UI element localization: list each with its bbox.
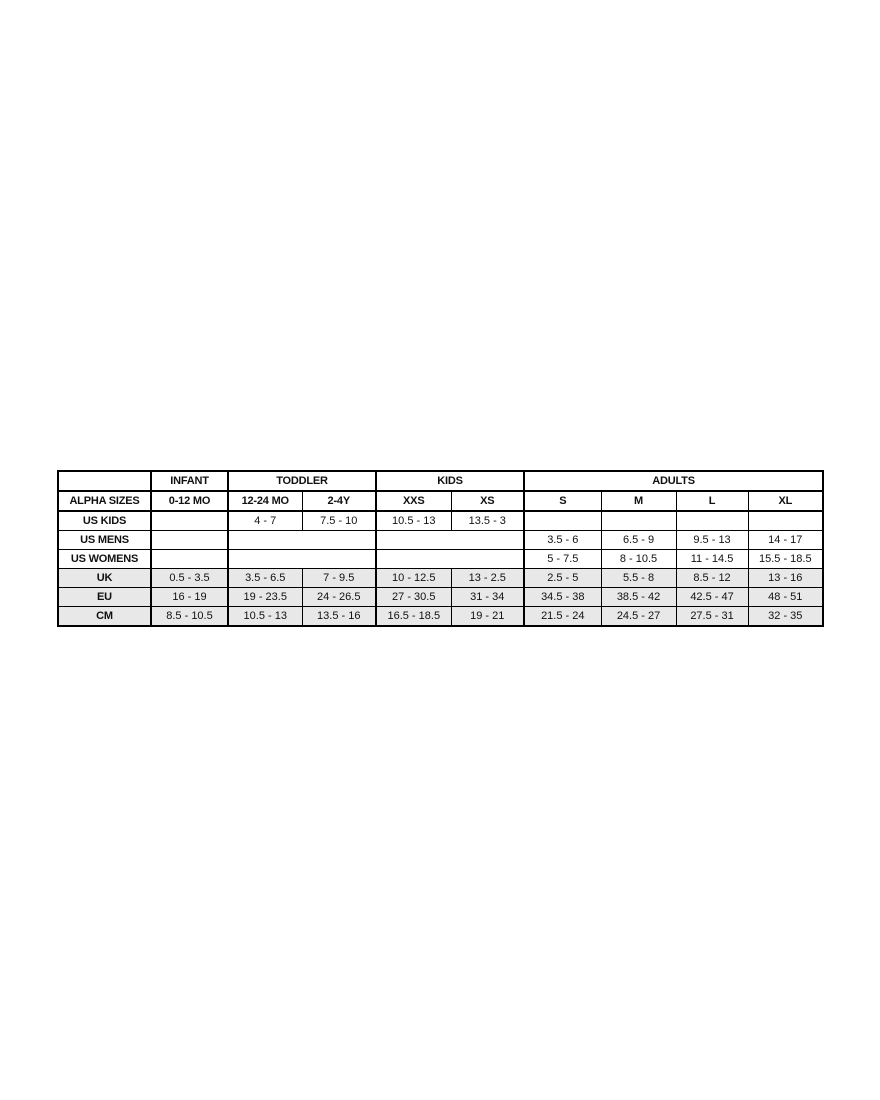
- row-label: CM: [57, 606, 152, 627]
- data-cell: 38.5 - 42: [600, 587, 677, 607]
- data-cell: 19 - 21: [450, 606, 525, 627]
- column-header-cell: 12-24 MO: [227, 490, 303, 512]
- column-header-cell: L: [675, 490, 749, 512]
- data-cell: 8.5 - 10.5: [150, 606, 229, 627]
- data-cell: [226, 530, 377, 550]
- column-header-cell: 2-4Y: [301, 490, 377, 512]
- column-header-row: ALPHA SIZES 0-12 MO 12-24 MO 2-4Y XXS XS S M L XL: [57, 490, 824, 512]
- data-cell: 7.5 - 10: [301, 510, 377, 531]
- group-header-cell: TODDLER: [226, 470, 377, 492]
- data-cell: [150, 549, 229, 569]
- column-header-cell: XXS: [375, 490, 452, 512]
- data-cell: 2.5 - 5: [523, 568, 602, 588]
- data-cell: [150, 510, 229, 531]
- group-header-cell: KIDS: [375, 470, 525, 492]
- column-header-cell: ALPHA SIZES: [57, 490, 152, 512]
- data-cell: 11 - 14.5: [675, 549, 749, 569]
- data-cell: 19 - 23.5: [227, 587, 303, 607]
- table-row: US WOMENS 5 - 7.5 8 - 10.5 11 - 14.5 15.5 - …: [57, 549, 824, 569]
- data-cell: 4 - 7: [227, 510, 303, 531]
- group-header-cell: ADULTS: [523, 470, 824, 492]
- data-cell: [226, 549, 377, 569]
- data-cell: 16.5 - 18.5: [375, 606, 452, 627]
- data-cell: [150, 530, 229, 550]
- data-cell: [600, 510, 677, 531]
- data-cell: 15.5 - 18.5: [747, 549, 824, 569]
- row-label: UK: [57, 568, 152, 588]
- data-cell: 10 - 12.5: [375, 568, 452, 588]
- data-cell: [375, 549, 525, 569]
- data-cell: 0.5 - 3.5: [150, 568, 229, 588]
- data-cell: 21.5 - 24: [523, 606, 602, 627]
- data-cell: 13.5 - 3: [450, 510, 525, 531]
- table-row: CM 8.5 - 10.5 10.5 - 13 13.5 - 16 16.5 - 18.…: [57, 606, 824, 627]
- group-header-row: INFANT TODDLER KIDS ADULTS: [57, 470, 824, 492]
- data-cell: 14 - 17: [747, 530, 824, 550]
- column-header-cell: S: [523, 490, 602, 512]
- table-row: EU 16 - 19 19 - 23.5 24 - 26.5 27 - 30.5 31 -…: [57, 587, 824, 607]
- data-cell: 8 - 10.5: [600, 549, 677, 569]
- data-cell: 5.5 - 8: [600, 568, 677, 588]
- column-header-cell: M: [600, 490, 677, 512]
- table-row: US MENS 3.5 - 6 6.5 - 9 9.5 - 13 14 - 17: [57, 530, 824, 550]
- size-chart-table: INFANT TODDLER KIDS ADULTS ALPHA SIZES 0-12 M…: [57, 470, 825, 627]
- data-cell: 5 - 7.5: [523, 549, 602, 569]
- data-cell: 34.5 - 38: [523, 587, 602, 607]
- table-row: UK 0.5 - 3.5 3.5 - 6.5 7 - 9.5 10 - 12.5 13 -…: [57, 568, 824, 588]
- data-cell: 13 - 2.5: [450, 568, 525, 588]
- data-cell: 7 - 9.5: [301, 568, 377, 588]
- data-cell: 8.5 - 12: [675, 568, 749, 588]
- column-header-cell: XL: [747, 490, 824, 512]
- data-cell: 32 - 35: [747, 606, 824, 627]
- data-cell: 31 - 34: [450, 587, 525, 607]
- data-cell: 24.5 - 27: [600, 606, 677, 627]
- data-cell: [375, 530, 525, 550]
- table-row: US KIDS 4 - 7 7.5 - 10 10.5 - 13 13.5 - 3: [57, 510, 824, 531]
- data-cell: [523, 510, 602, 531]
- data-cell: [675, 510, 749, 531]
- data-cell: 10.5 - 13: [227, 606, 303, 627]
- data-cell: 13 - 16: [747, 568, 824, 588]
- data-cell: 3.5 - 6: [523, 530, 602, 550]
- data-cell: 10.5 - 13: [375, 510, 452, 531]
- data-cell: 27 - 30.5: [375, 587, 452, 607]
- data-cell: 24 - 26.5: [301, 587, 377, 607]
- row-label: US WOMENS: [57, 549, 152, 569]
- data-cell: 42.5 - 47: [675, 587, 749, 607]
- data-cell: 3.5 - 6.5: [227, 568, 303, 588]
- data-cell: 13.5 - 16: [301, 606, 377, 627]
- row-label: EU: [57, 587, 152, 607]
- column-header-cell: XS: [450, 490, 525, 512]
- data-cell: 48 - 51: [747, 587, 824, 607]
- row-label: US MENS: [57, 530, 152, 550]
- size-chart-body: US KIDS 4 - 7 7.5 - 10 10.5 - 13 13.5 - 3 US …: [57, 510, 824, 627]
- column-header-cell: 0-12 MO: [150, 490, 229, 512]
- group-header-cell: [57, 470, 152, 492]
- group-header-cell: INFANT: [150, 470, 229, 492]
- data-cell: 27.5 - 31: [675, 606, 749, 627]
- data-cell: 16 - 19: [150, 587, 229, 607]
- size-chart-head: INFANT TODDLER KIDS ADULTS ALPHA SIZES 0-12 M…: [57, 470, 824, 512]
- row-label: US KIDS: [57, 510, 152, 531]
- data-cell: 9.5 - 13: [675, 530, 749, 550]
- data-cell: 6.5 - 9: [600, 530, 677, 550]
- data-cell: [747, 510, 824, 531]
